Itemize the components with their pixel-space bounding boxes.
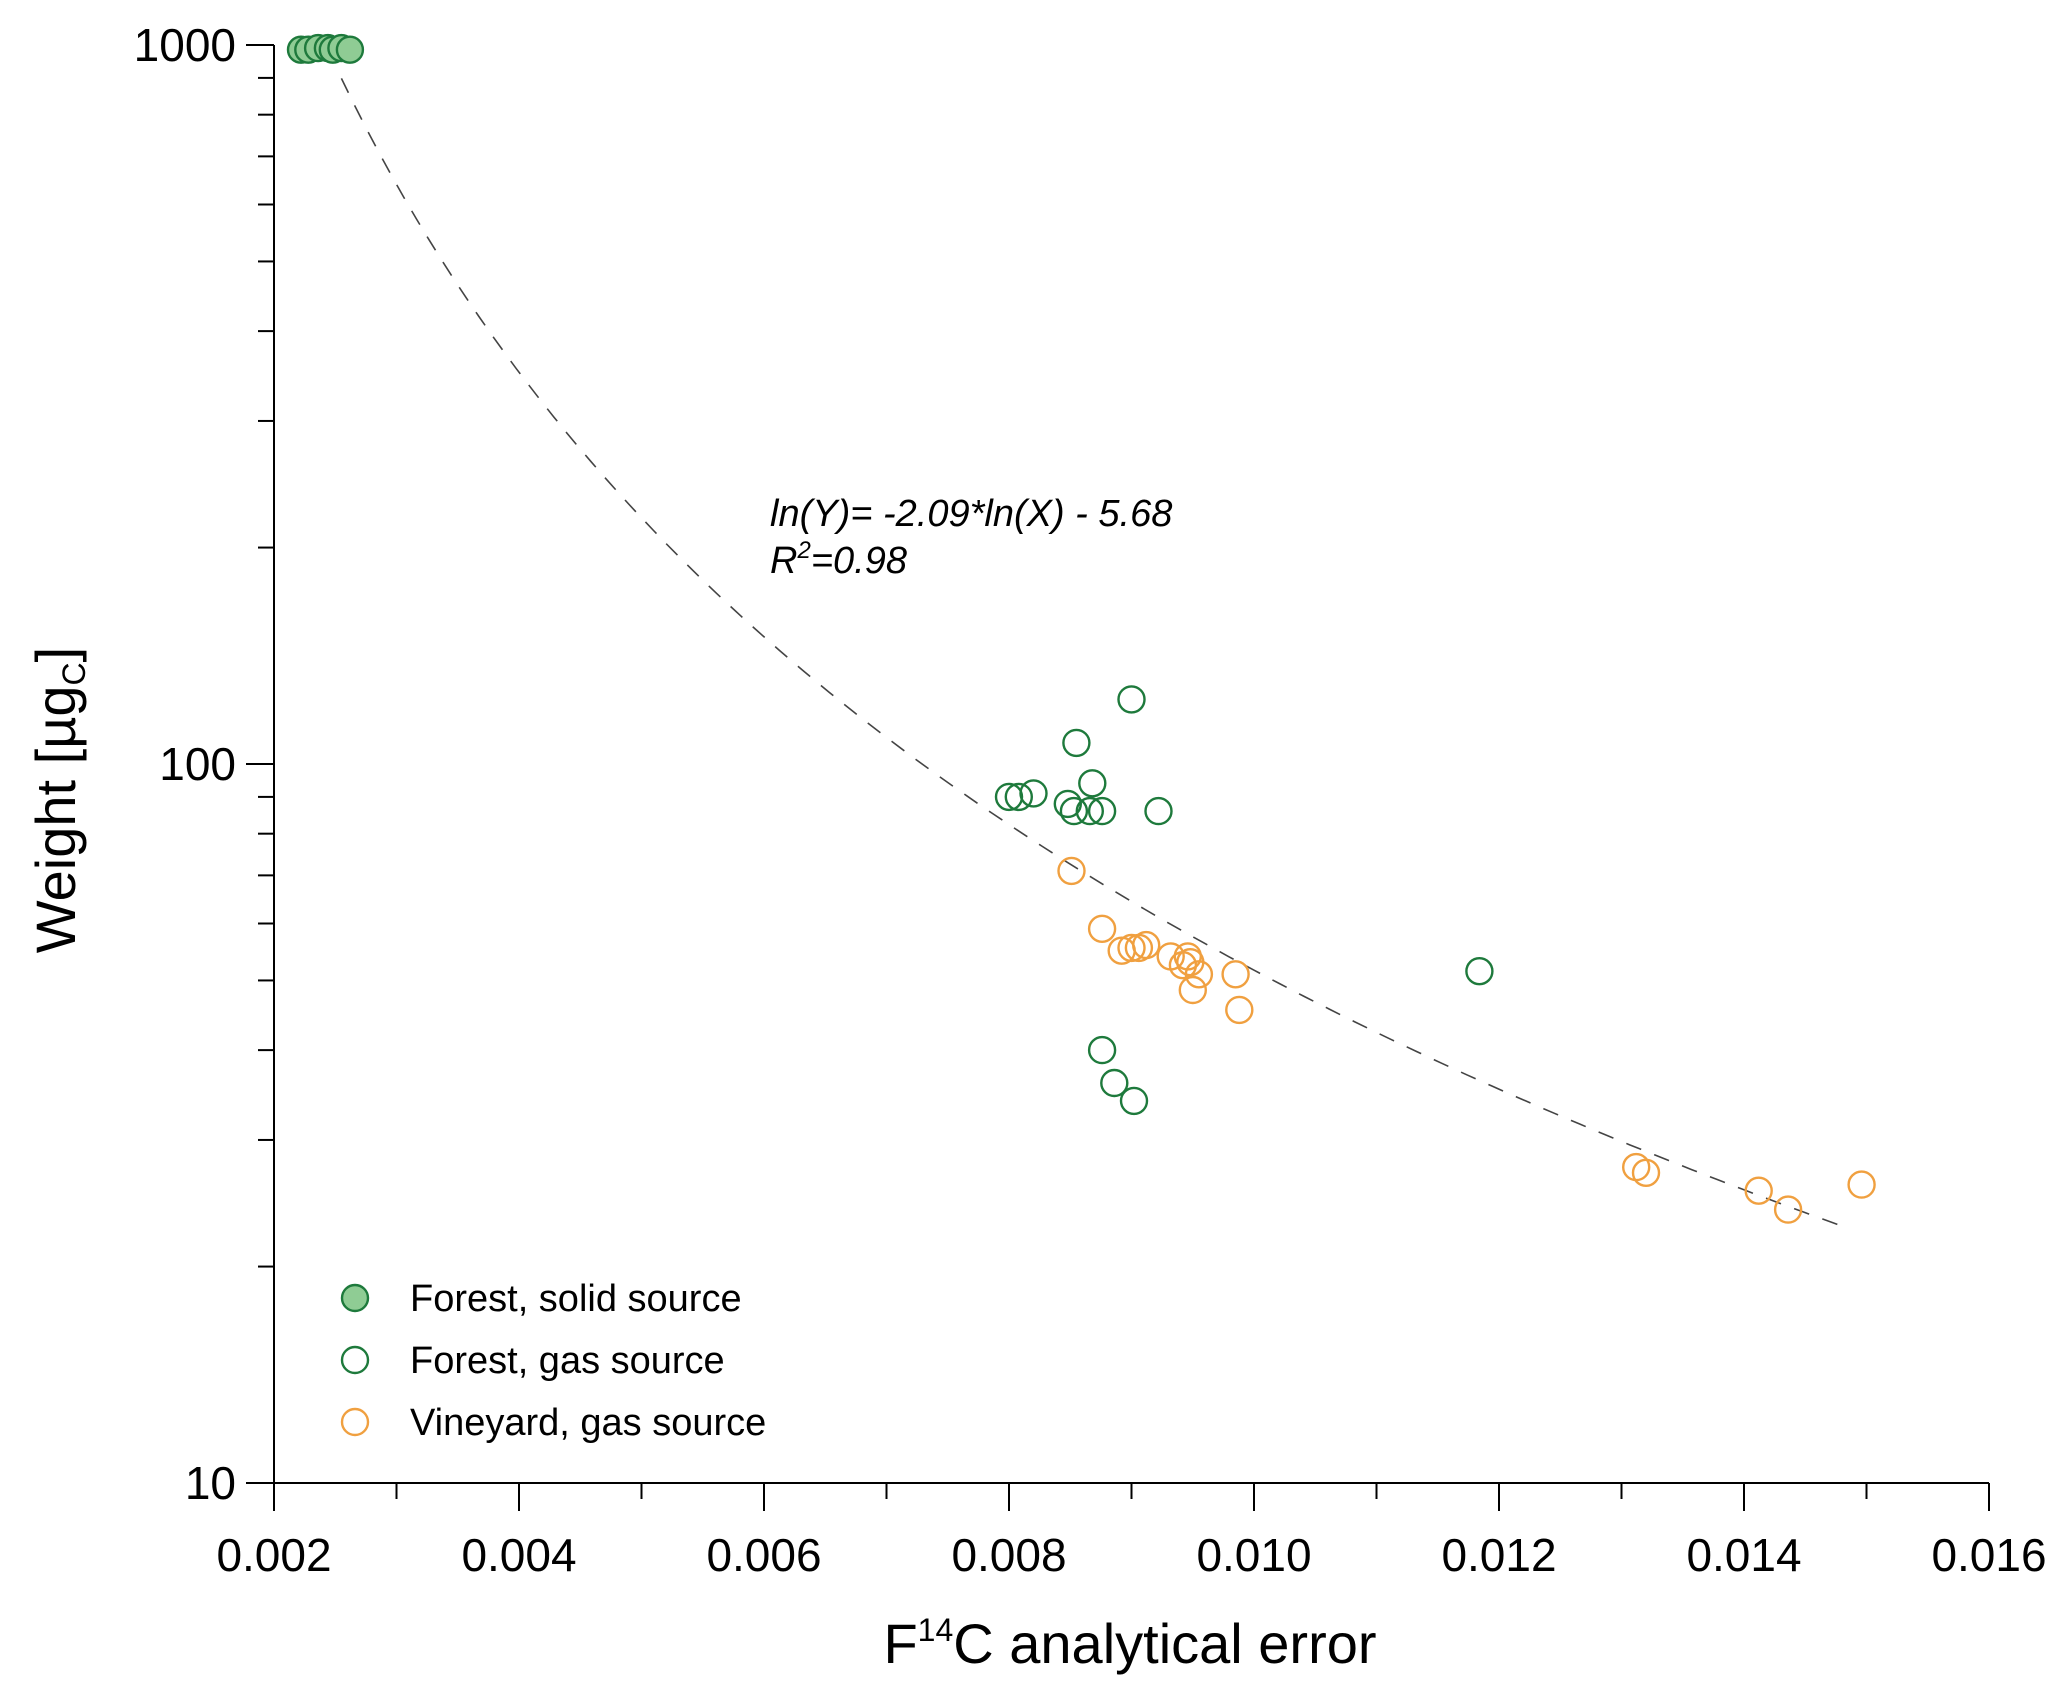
legend-label: Vineyard, gas source [410,1402,766,1444]
series-1 [286,33,365,64]
x-tick-label: 0.016 [1931,1529,2046,1581]
x-tick-label: 0.004 [461,1529,576,1581]
legend-label: Forest, solid source [410,1278,742,1320]
data-point [1059,796,1089,826]
data-point [1078,769,1107,798]
data-point [1004,782,1033,812]
r2-value: =0.98 [811,540,907,582]
x-tick-label: 0.012 [1441,1529,1556,1581]
data-point [1100,1068,1129,1098]
fit-curve-layer [340,78,1843,1227]
data-point [1131,930,1161,960]
data-point [1465,957,1494,986]
data-point [1621,1152,1651,1182]
data-point [1144,796,1173,826]
data-point [1178,975,1208,1005]
data-point [1631,1158,1661,1188]
y-title-close: ] [24,647,87,663]
legend-marker [340,1345,370,1375]
data-point [1744,1176,1773,1205]
r2-sup: 2 [796,537,810,564]
y-tick-label: 10 [185,1457,236,1509]
data-point [1119,1086,1149,1116]
series-2 [994,685,1494,1116]
legend: Forest, solid source Forest, gas source Vi… [340,1278,766,1444]
data-points-layer [286,33,1876,1224]
x-tick-label: 0.010 [1196,1529,1311,1581]
data-point [1221,960,1250,989]
x-title-prefix: F [883,1612,917,1675]
data-point [1053,789,1083,819]
r2-prefix: R [770,540,797,582]
y-tick-label: 1000 [134,19,236,71]
fit-curve [340,78,1843,1227]
x-tick-label: 0.002 [216,1529,331,1581]
data-point [1225,995,1254,1025]
data-point [1184,960,1214,989]
data-point [1847,1170,1876,1199]
data-point [1087,796,1117,826]
data-point [1057,856,1086,886]
data-point [1117,933,1146,963]
data-point [1062,728,1091,758]
data-point [1087,1035,1117,1065]
x-title-rest: C analytical error [953,1612,1376,1675]
fit-equation: ln(Y)= -2.09*ln(X) - 5.68 [770,493,1172,535]
x-tick-label: 0.008 [951,1529,1066,1581]
x-axis-title: F14C analytical error [883,1612,1376,1675]
legend-marker [340,1283,370,1313]
x-tick-label: 0.006 [706,1529,821,1581]
y-axis-title: Weight [µgC] [24,647,92,953]
x-title-sup: 14 [918,1612,954,1648]
axes: 0.002 0.004 0.006 0.008 0.010 0.012 0.014 0.016… [134,19,2047,1581]
x-tick-label: 0.014 [1686,1529,1801,1581]
series-3 [1057,856,1876,1224]
data-point [335,35,365,64]
fit-r-squared: R2=0.98 [770,537,907,582]
data-point [1075,796,1105,826]
data-point [1117,685,1146,714]
y-title-main: Weight [µg [24,685,87,953]
data-point [1087,914,1117,943]
legend-marker [340,1407,370,1437]
y-title-sub: C [56,662,92,685]
y-tick-label: 100 [159,738,236,790]
data-point [1773,1195,1803,1224]
legend-label: Forest, gas source [410,1340,725,1382]
data-point [1019,779,1048,808]
